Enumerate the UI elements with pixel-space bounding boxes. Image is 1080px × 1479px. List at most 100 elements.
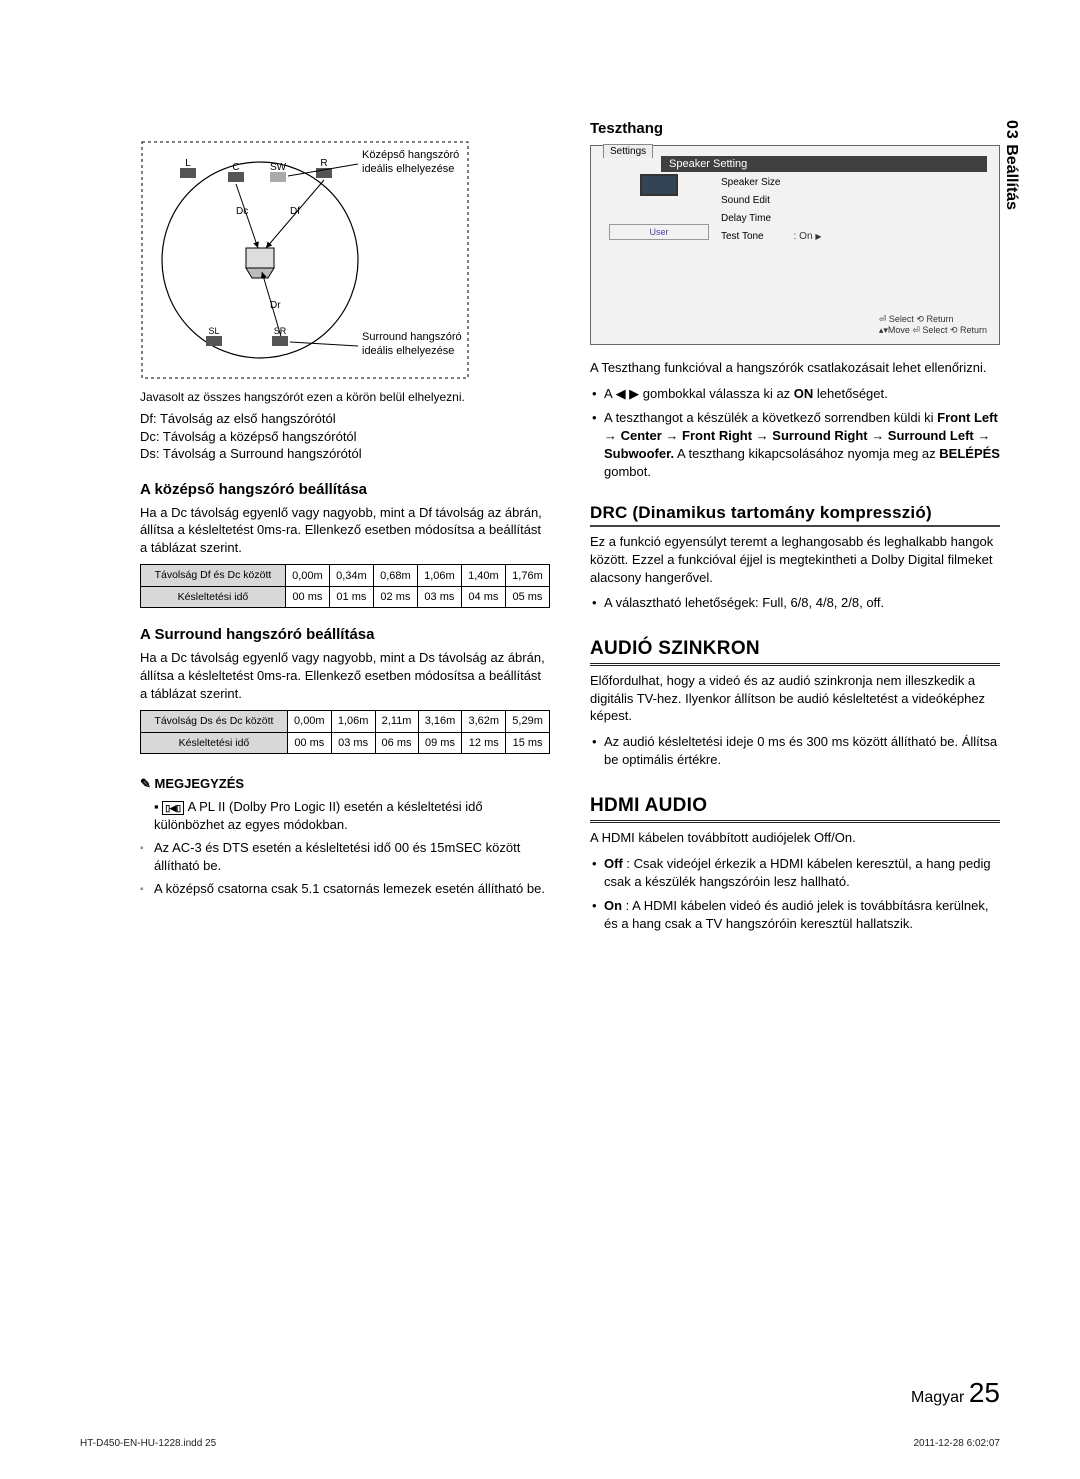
svg-text:Dr: Dr <box>270 300 281 311</box>
osd-screenshot: Settings Speaker Setting User Speaker Si… <box>590 145 1000 345</box>
audio-sync-body: Előfordulhat, hogy a videó és az audió s… <box>590 672 1000 725</box>
print-date: 2011-12-28 6:02:07 <box>913 1438 1000 1449</box>
audio-sync-title: AUDIÓ SZINKRON <box>590 638 1000 666</box>
table-cell: 12 ms <box>462 732 506 754</box>
center-delay-table: Távolság Df és Dc között 0,00m 0,34m 0,6… <box>140 564 550 608</box>
legend-ds: Ds: Távolság a Surround hangszórótól <box>140 445 550 463</box>
table-rowhead: Távolság Ds és Dc között <box>141 711 288 733</box>
bullet-item: A választható lehetőségek: Full, 6/8, 4/… <box>604 594 1000 612</box>
audio-sync-bullets: Az audió késleltetési ideje 0 ms és 300 … <box>590 733 1000 769</box>
svg-text:ideális elhelyezése: ideális elhelyezése <box>362 345 454 357</box>
table-cell: 15 ms <box>506 732 550 754</box>
notes-list: ▪ ▯◀▯A PL II (Dolby Pro Logic II) esetén… <box>140 798 550 898</box>
speaker-diagram: L C SW R Dc Df Dr SL SR <box>140 140 470 380</box>
table-rowhead: Késleltetési idő <box>141 732 288 754</box>
surround-delay-table: Távolság Ds és Dc között 0,00m 1,06m 2,1… <box>140 710 550 754</box>
osd-title-bar: Speaker Setting <box>661 156 987 172</box>
svg-text:Középső hangszóró: Középső hangszóró <box>362 149 459 161</box>
osd-settings-tab: Settings <box>603 144 653 158</box>
table-cell: 04 ms <box>461 586 505 608</box>
table-cell: 5,29m <box>506 711 550 733</box>
table-cell: 09 ms <box>418 732 462 754</box>
drc-bullets: A választható lehetőségek: Full, 6/8, 4/… <box>590 594 1000 612</box>
left-column: L C SW R Dc Df Dr SL SR <box>140 120 550 940</box>
bullet-item: On : A HDMI kábelen videó és audió jelek… <box>604 897 1000 933</box>
note-item: A középső csatorna csak 5.1 csatornás le… <box>154 880 550 898</box>
hdmi-audio-title: HDMI AUDIO <box>590 795 1000 823</box>
table-cell: 00 ms <box>285 586 329 608</box>
bullet-item: Az audió késleltetési ideje 0 ms és 300 … <box>604 733 1000 769</box>
table-cell: 06 ms <box>375 732 418 754</box>
table-cell: 0,00m <box>285 565 329 587</box>
osd-footer: ⏎ Select ⟲ Return ▴▾Move ⏎ Select ⟲ Retu… <box>879 314 987 336</box>
manual-page: 03 Beállítás L C SW R Dc <box>0 0 1080 1479</box>
chapter-label: Beállítás <box>1003 144 1020 210</box>
svg-text:Df: Df <box>290 206 300 217</box>
table-cell: 1,76m <box>505 565 549 587</box>
table-cell: 3,62m <box>462 711 506 733</box>
center-speaker-body: Ha a Dc távolság egyenlő vagy nagyobb, m… <box>140 504 550 557</box>
table-cell: 1,06m <box>331 711 375 733</box>
right-column: Teszthang Settings Speaker Setting User … <box>590 120 1000 940</box>
osd-menu: Speaker Size Sound Edit Delay Time Test … <box>721 174 821 246</box>
table-cell: 01 ms <box>329 586 373 608</box>
triangle-right-icon: ▶ <box>815 232 821 241</box>
osd-footer-line: ▴▾Move ⏎ Select ⟲ Return <box>879 325 987 336</box>
hdmi-audio-bullets: Off : Csak videójel érkezik a HDMI kábel… <box>590 855 1000 934</box>
bullet-item: Off : Csak videójel érkezik a HDMI kábel… <box>604 855 1000 891</box>
page-footer: Magyar 25 <box>911 1377 1000 1409</box>
hdmi-audio-body: A HDMI kábelen továbbított audiójelek Of… <box>590 829 1000 847</box>
svg-text:SW: SW <box>270 162 287 173</box>
svg-text:L: L <box>185 158 191 169</box>
table-rowhead: Távolság Df és Dc között <box>141 565 286 587</box>
bullet-item: A ◀ ▶ gombokkal válassza ki az ON lehető… <box>604 385 1000 403</box>
table-cell: 0,00m <box>287 711 331 733</box>
test-tone-title: Teszthang <box>590 120 1000 137</box>
table-cell: 2,11m <box>375 711 418 733</box>
table-cell: 3,16m <box>418 711 462 733</box>
footer-page-number: 25 <box>969 1377 1000 1408</box>
osd-sidebar: User <box>609 174 709 240</box>
osd-user: User <box>609 224 709 240</box>
osd-value: : On ▶ <box>794 228 822 246</box>
test-tone-bullets: A ◀ ▶ gombokkal válassza ki az ON lehető… <box>590 385 1000 482</box>
table-cell: 00 ms <box>287 732 331 754</box>
drc-title: DRC (Dinamikus tartomány kompresszió) <box>590 503 1000 527</box>
svg-text:SR: SR <box>274 326 287 336</box>
bullet-item: A teszthangot a készülék a következő sor… <box>604 409 1000 482</box>
osd-menu-item: Speaker Size <box>721 174 821 192</box>
table-cell: 03 ms <box>417 586 461 608</box>
osd-menu-item: Sound Edit <box>721 192 821 210</box>
notes-heading: MEGJEGYZÉS <box>140 776 550 792</box>
osd-menu-item: Delay Time <box>721 210 821 228</box>
table-cell: 0,68m <box>373 565 417 587</box>
svg-text:Surround hangszóró: Surround hangszóró <box>362 331 462 343</box>
tv-icon <box>640 174 678 196</box>
note-item: ▪ ▯◀▯A PL II (Dolby Pro Logic II) esetén… <box>154 798 550 833</box>
note-item: Az AC-3 és DTS esetén a késleltetési idő… <box>154 839 550 874</box>
table-rowhead: Késleltetési idő <box>141 586 286 608</box>
osd-menu-item-selected: Test Tone : On ▶ <box>721 228 821 246</box>
diagram-legend: Df: Távolság az első hangszórótól Dc: Tá… <box>140 410 550 463</box>
side-tab: 03 Beállítás <box>1002 120 1020 210</box>
center-speaker-title: A középső hangszóró beállítása <box>140 481 550 498</box>
note-text: A PL II (Dolby Pro Logic II) esetén a ké… <box>154 799 483 832</box>
osd-value-text: : On <box>794 231 813 242</box>
footer-language: Magyar <box>911 1389 964 1406</box>
drc-body: Ez a funkció egyensúlyt teremt a leghang… <box>590 533 1000 586</box>
svg-text:Dc: Dc <box>236 206 248 217</box>
legend-df: Df: Távolság az első hangszórótól <box>140 410 550 428</box>
svg-text:R: R <box>320 158 327 169</box>
table-cell: 02 ms <box>373 586 417 608</box>
osd-footer-line: ⏎ Select ⟲ Return <box>879 314 987 325</box>
test-tone-body: A Teszthang funkcióval a hangszórók csat… <box>590 359 1000 377</box>
svg-text:ideális elhelyezése: ideális elhelyezése <box>362 163 454 175</box>
table-cell: 03 ms <box>331 732 375 754</box>
table-cell: 0,34m <box>329 565 373 587</box>
svg-text:SL: SL <box>208 326 219 336</box>
table-cell: 1,06m <box>417 565 461 587</box>
print-file: HT-D450-EN-HU-1228.indd 25 <box>80 1438 216 1449</box>
osd-label: Test Tone <box>721 228 764 246</box>
dolby-logo-icon: ▯◀▯ <box>162 801 183 815</box>
surround-speaker-title: A Surround hangszóró beállítása <box>140 626 550 643</box>
